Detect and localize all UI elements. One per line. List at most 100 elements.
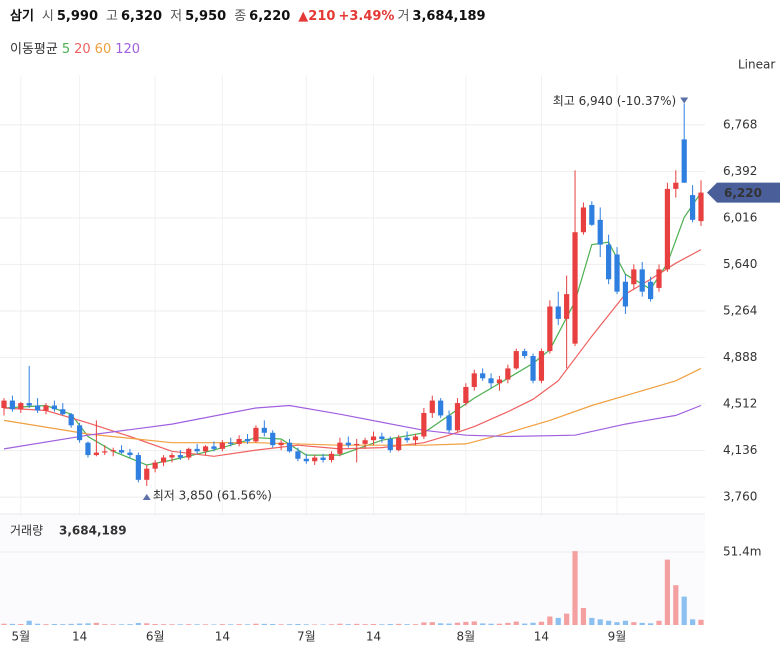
- candle-body: [522, 351, 528, 357]
- volume-bar: [429, 622, 435, 625]
- volume-bar: [18, 624, 24, 625]
- candle-body: [564, 294, 570, 319]
- volume-bar: [555, 617, 561, 625]
- candle-body: [614, 254, 620, 292]
- candle-body: [194, 448, 200, 452]
- candle-body: [169, 455, 175, 458]
- volume-bar: [177, 624, 183, 625]
- field-label: 저: [170, 9, 183, 24]
- volume-bar: [253, 623, 259, 625]
- x-tick-label: 9월: [608, 630, 627, 644]
- candle-body: [580, 207, 587, 233]
- volume-bar: [9, 623, 16, 625]
- volume-bar: [572, 551, 578, 625]
- candle-body: [471, 373, 477, 387]
- candle-body: [278, 442, 284, 446]
- volume-bar: [538, 621, 545, 625]
- x-tick-label: 7월: [297, 630, 316, 644]
- candle-body: [18, 403, 24, 410]
- volume-bar: [622, 620, 629, 625]
- ma-line: [3, 404, 702, 450]
- volume-bar: [421, 622, 427, 625]
- candle-body: [135, 455, 141, 480]
- candle-body: [362, 440, 368, 444]
- x-tick-label: 14: [534, 630, 549, 644]
- volume-bar: [328, 624, 335, 625]
- candle-body: [253, 427, 259, 442]
- volume-bar: [631, 622, 637, 625]
- legend-entry: 20: [74, 42, 91, 57]
- candle-body: [404, 437, 410, 441]
- volume-bar: [648, 623, 654, 625]
- candle-body: [631, 269, 637, 285]
- volume-bar: [244, 624, 251, 625]
- field-value: 3,684,189: [412, 9, 486, 24]
- candle-body: [244, 438, 251, 442]
- candle-body: [547, 306, 553, 352]
- field-label: 고: [106, 9, 118, 24]
- volume-bar: [85, 623, 91, 625]
- volume-bar: [211, 624, 217, 625]
- candle-body: [286, 442, 293, 452]
- field-value: 6,220: [249, 9, 291, 24]
- volume-bar: [202, 624, 209, 625]
- volume-bar: [337, 623, 343, 625]
- candle-body: [597, 219, 603, 245]
- volume-bar: [446, 623, 452, 625]
- volume-bar: [488, 623, 494, 625]
- volume-bar: [144, 623, 150, 625]
- volume-bar: [471, 621, 477, 625]
- candle-body: [34, 405, 41, 411]
- candle-body: [681, 139, 687, 183]
- candle-body: [85, 442, 91, 456]
- volume-value: 3,684,189: [59, 524, 127, 538]
- volume-bar: [110, 624, 116, 625]
- candle-body: [43, 405, 49, 411]
- y-tick-label: 51.4m: [723, 544, 761, 558]
- y-tick-label: 4,512: [723, 397, 757, 411]
- candle-body: [118, 450, 125, 453]
- volume-bar: [614, 622, 620, 625]
- volume-bar: [589, 617, 595, 625]
- x-tick-label: 5월: [11, 630, 30, 644]
- candle-body: [93, 452, 99, 456]
- volume-bar: [496, 623, 503, 625]
- volume-bar: [379, 624, 385, 625]
- candle-body: [312, 457, 318, 462]
- volume-bar: [68, 623, 74, 625]
- candle-body: [236, 438, 242, 444]
- field-label: 종: [234, 9, 247, 24]
- volume-bar: [505, 622, 511, 625]
- field-value: 5,990: [56, 9, 99, 24]
- volume-bar: [639, 622, 645, 625]
- candle-body: [648, 281, 654, 300]
- legend-entry: 120: [115, 42, 141, 57]
- x-tick-label: 14: [215, 630, 230, 644]
- candle-body: [186, 448, 192, 458]
- candle-body: [639, 269, 645, 292]
- x-tick-label: 14: [366, 630, 381, 644]
- y-tick-label: 3,760: [723, 490, 757, 504]
- candle-body: [689, 195, 696, 220]
- volume-bar: [295, 624, 301, 625]
- candle-body: [68, 414, 74, 426]
- y-tick-label: 6,016: [723, 210, 757, 224]
- candle-body: [219, 442, 225, 449]
- volume-bar: [93, 622, 99, 625]
- candle-body: [202, 446, 209, 452]
- header: 삼기 시 5,990 고 6,320 저 5,950 종 6,220 ▲210 +3.49% 거 3,6…: [10, 5, 494, 24]
- volume-bar: [698, 619, 704, 625]
- volume-bar: [689, 619, 696, 625]
- volume-bar: [228, 624, 234, 625]
- field-value: 6,320: [120, 9, 163, 24]
- volume-bar: [564, 613, 570, 625]
- candle-body: [127, 452, 133, 456]
- legend-title: 이동평균: [10, 42, 58, 57]
- candle-body: [555, 306, 561, 319]
- volume-bar: [681, 596, 687, 625]
- candle-body: [463, 386, 469, 404]
- candle-body: [698, 192, 704, 222]
- volume-bar: [34, 623, 41, 625]
- volume-bar: [530, 622, 536, 625]
